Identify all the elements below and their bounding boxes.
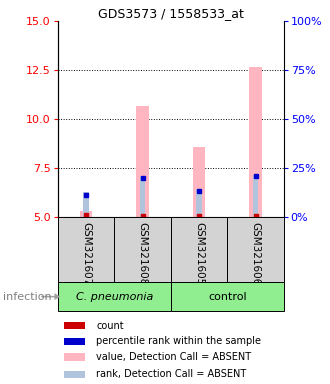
Bar bbox=[58, 217, 114, 282]
Bar bbox=[64, 371, 84, 377]
Bar bbox=[140, 176, 145, 217]
Bar bbox=[58, 282, 171, 311]
Bar bbox=[227, 217, 284, 282]
Bar bbox=[171, 217, 227, 282]
Bar bbox=[64, 353, 84, 361]
Bar bbox=[64, 322, 84, 329]
Bar bbox=[196, 189, 202, 217]
Text: C. pneumonia: C. pneumonia bbox=[76, 291, 153, 302]
Bar bbox=[80, 212, 92, 217]
Title: GDS3573 / 1558533_at: GDS3573 / 1558533_at bbox=[98, 7, 244, 20]
Text: percentile rank within the sample: percentile rank within the sample bbox=[96, 336, 261, 346]
Text: GSM321608: GSM321608 bbox=[138, 222, 148, 285]
Text: rank, Detection Call = ABSENT: rank, Detection Call = ABSENT bbox=[96, 369, 247, 379]
Text: count: count bbox=[96, 321, 124, 331]
Bar bbox=[171, 282, 284, 311]
Bar bbox=[114, 217, 171, 282]
Bar bbox=[253, 175, 258, 217]
Bar bbox=[249, 67, 262, 217]
Bar bbox=[64, 338, 84, 345]
Text: GSM321605: GSM321605 bbox=[194, 222, 204, 285]
Bar bbox=[136, 106, 149, 217]
Bar bbox=[83, 192, 89, 217]
Text: GSM321606: GSM321606 bbox=[250, 222, 261, 285]
Bar bbox=[193, 147, 205, 217]
Text: GSM321607: GSM321607 bbox=[81, 222, 91, 285]
Text: control: control bbox=[208, 291, 247, 302]
Text: value, Detection Call = ABSENT: value, Detection Call = ABSENT bbox=[96, 352, 251, 362]
Text: infection: infection bbox=[3, 291, 52, 302]
